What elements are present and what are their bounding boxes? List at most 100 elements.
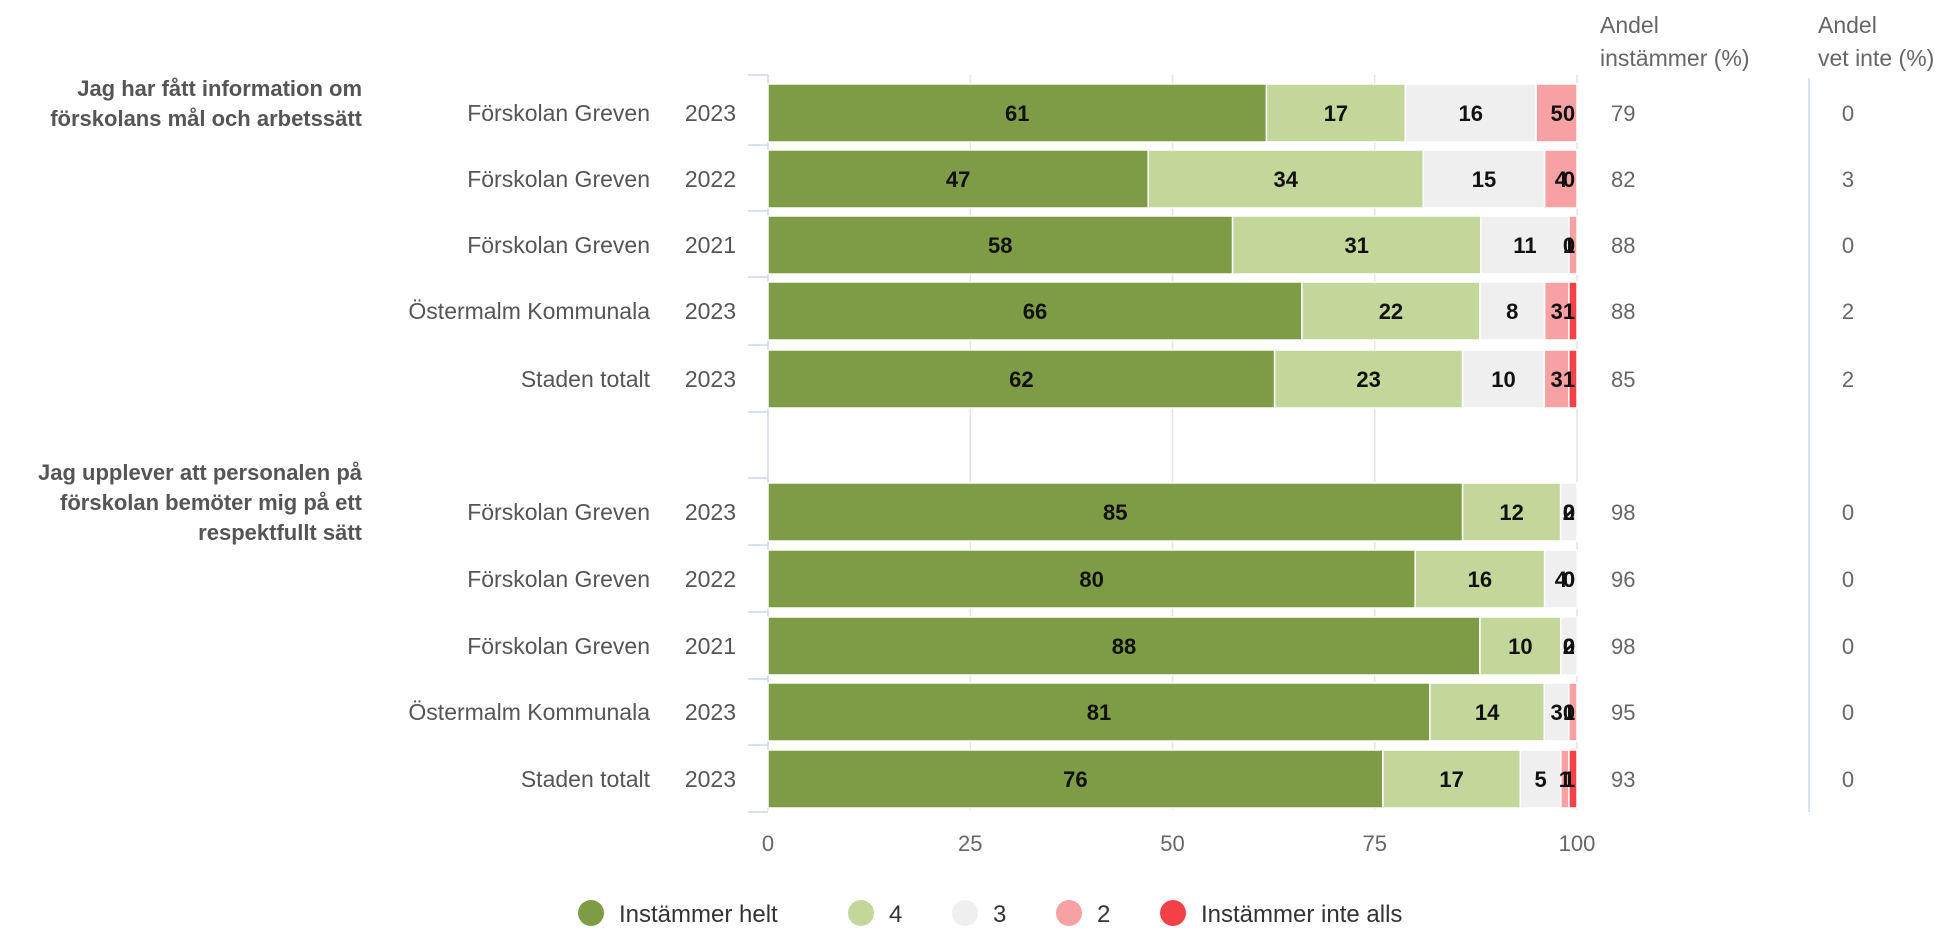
bar-segment-3 <box>1461 349 1546 409</box>
bar-segment-4 <box>1429 682 1546 742</box>
bar-segment-4 <box>1147 149 1425 209</box>
row-unit-label: Förskolan Greven <box>467 166 650 192</box>
bar-segment-instämmer-helt <box>767 83 1268 143</box>
data-label: 16 <box>1468 567 1492 592</box>
row-unit-label: Förskolan Greven <box>467 232 650 258</box>
bar-segment-3 <box>1543 682 1570 742</box>
data-label: 2 <box>1563 500 1575 525</box>
data-label: 88 <box>1112 634 1136 659</box>
row-year-label: 2023 <box>685 699 736 725</box>
bar-segment-2 <box>1543 349 1570 409</box>
data-label: 0 <box>1563 101 1575 126</box>
legend-marker <box>952 900 978 926</box>
dont-know-share-value: 0 <box>1842 233 1854 258</box>
data-label: 3 <box>1550 700 1562 725</box>
dont-know-share-value: 0 <box>1842 767 1854 792</box>
legend-marker <box>1160 900 1186 926</box>
data-label: 66 <box>1023 299 1047 324</box>
x-tick-label: 50 <box>1160 831 1184 856</box>
row-year-label: 2022 <box>685 566 736 592</box>
x-tick-label: 75 <box>1363 831 1387 856</box>
question-label: förskolans mål och arbetssätt <box>50 106 362 131</box>
legend-marker <box>848 900 874 926</box>
data-label: 76 <box>1063 767 1087 792</box>
bar-segment-3 <box>1480 215 1570 275</box>
data-label: 58 <box>988 233 1012 258</box>
agree-share-value: 79 <box>1611 101 1635 126</box>
bar-segment-4 <box>1265 83 1407 143</box>
data-label: 0 <box>1563 500 1575 525</box>
agree-share-value: 98 <box>1611 500 1635 525</box>
data-label: 1 <box>1563 700 1575 725</box>
data-label: 1 <box>1563 233 1575 258</box>
question-label: Jag upplever att personalen på <box>38 460 363 485</box>
dont-know-share-value: 2 <box>1842 367 1854 392</box>
row-year-label: 2023 <box>685 298 736 324</box>
bar-segment-3 <box>1404 83 1537 143</box>
data-label: 17 <box>1324 101 1348 126</box>
dont-know-share-value: 2 <box>1842 299 1854 324</box>
row-unit-label: Förskolan Greven <box>467 633 650 659</box>
bar-segment-2 <box>1543 149 1578 209</box>
x-tick-label: 100 <box>1559 831 1596 856</box>
question-label: Jag har fått information om <box>77 76 362 101</box>
bar-segment-3 <box>1560 616 1578 676</box>
column-header-dont-know: vet inte (%) <box>1818 45 1934 71</box>
legend-marker <box>1056 900 1082 926</box>
data-label: 22 <box>1379 299 1403 324</box>
agree-share-value: 98 <box>1611 634 1635 659</box>
data-label: 85 <box>1103 500 1127 525</box>
data-label: 61 <box>1005 101 1029 126</box>
data-label: 17 <box>1439 767 1463 792</box>
dont-know-share-value: 3 <box>1842 167 1854 192</box>
data-label: 0 <box>1563 167 1575 192</box>
data-label: 1 <box>1563 299 1575 324</box>
data-label: 5 <box>1550 101 1562 126</box>
bar-segment-3 <box>1519 749 1562 809</box>
row-unit-label: Förskolan Greven <box>467 566 650 592</box>
agree-share-value: 95 <box>1611 700 1635 725</box>
data-label: 0 <box>1563 567 1575 592</box>
data-label: 47 <box>946 167 970 192</box>
legend-label: 3 <box>993 901 1006 928</box>
dont-know-share-value: 0 <box>1842 500 1854 525</box>
row-year-label: 2022 <box>685 166 736 192</box>
bar-segment-2 <box>1568 682 1578 742</box>
row-unit-label: Staden totalt <box>521 766 651 792</box>
bar-segment-4 <box>1273 349 1464 409</box>
row-unit-label: Förskolan Greven <box>467 499 650 525</box>
data-label: 1 <box>1563 767 1575 792</box>
data-label: 31 <box>1344 233 1368 258</box>
column-header-agree: Andel <box>1600 12 1659 38</box>
bar-segment-instämmer-helt <box>767 349 1276 409</box>
data-label: 0 <box>1563 567 1575 592</box>
row-year-label: 2023 <box>685 499 736 525</box>
data-label: 10 <box>1491 367 1515 392</box>
bar-segment-instämmer-helt <box>767 749 1384 809</box>
data-label: 0 <box>1563 233 1575 258</box>
legend-label: Instämmer inte alls <box>1201 901 1402 928</box>
row-unit-label: Östermalm Kommunala <box>408 699 650 725</box>
dont-know-share-value: 0 <box>1842 700 1854 725</box>
data-label: 34 <box>1274 167 1299 192</box>
column-header-dont-know: Andel <box>1818 12 1877 38</box>
data-label: 3 <box>1551 299 1563 324</box>
row-year-label: 2023 <box>685 366 736 392</box>
row-unit-label: Staden totalt <box>521 366 651 392</box>
agree-share-value: 82 <box>1611 167 1635 192</box>
row-year-label: 2023 <box>685 100 736 126</box>
data-label: 4 <box>1555 567 1568 592</box>
bar-segment-4 <box>1382 749 1522 809</box>
data-label: 15 <box>1472 167 1496 192</box>
dont-know-share-value: 0 <box>1842 101 1854 126</box>
bar-segment-instämmer-helt <box>767 281 1303 341</box>
x-tick-label: 25 <box>958 831 982 856</box>
bar-segment-2 <box>1543 281 1570 341</box>
agree-share-value: 88 <box>1611 299 1635 324</box>
bar-segment-instämmer-inte-alls <box>1568 349 1578 409</box>
bar-segment-3 <box>1559 482 1578 542</box>
row-year-label: 2021 <box>685 232 736 258</box>
data-label: 1 <box>1559 767 1571 792</box>
column-header-agree: instämmer (%) <box>1600 45 1750 71</box>
